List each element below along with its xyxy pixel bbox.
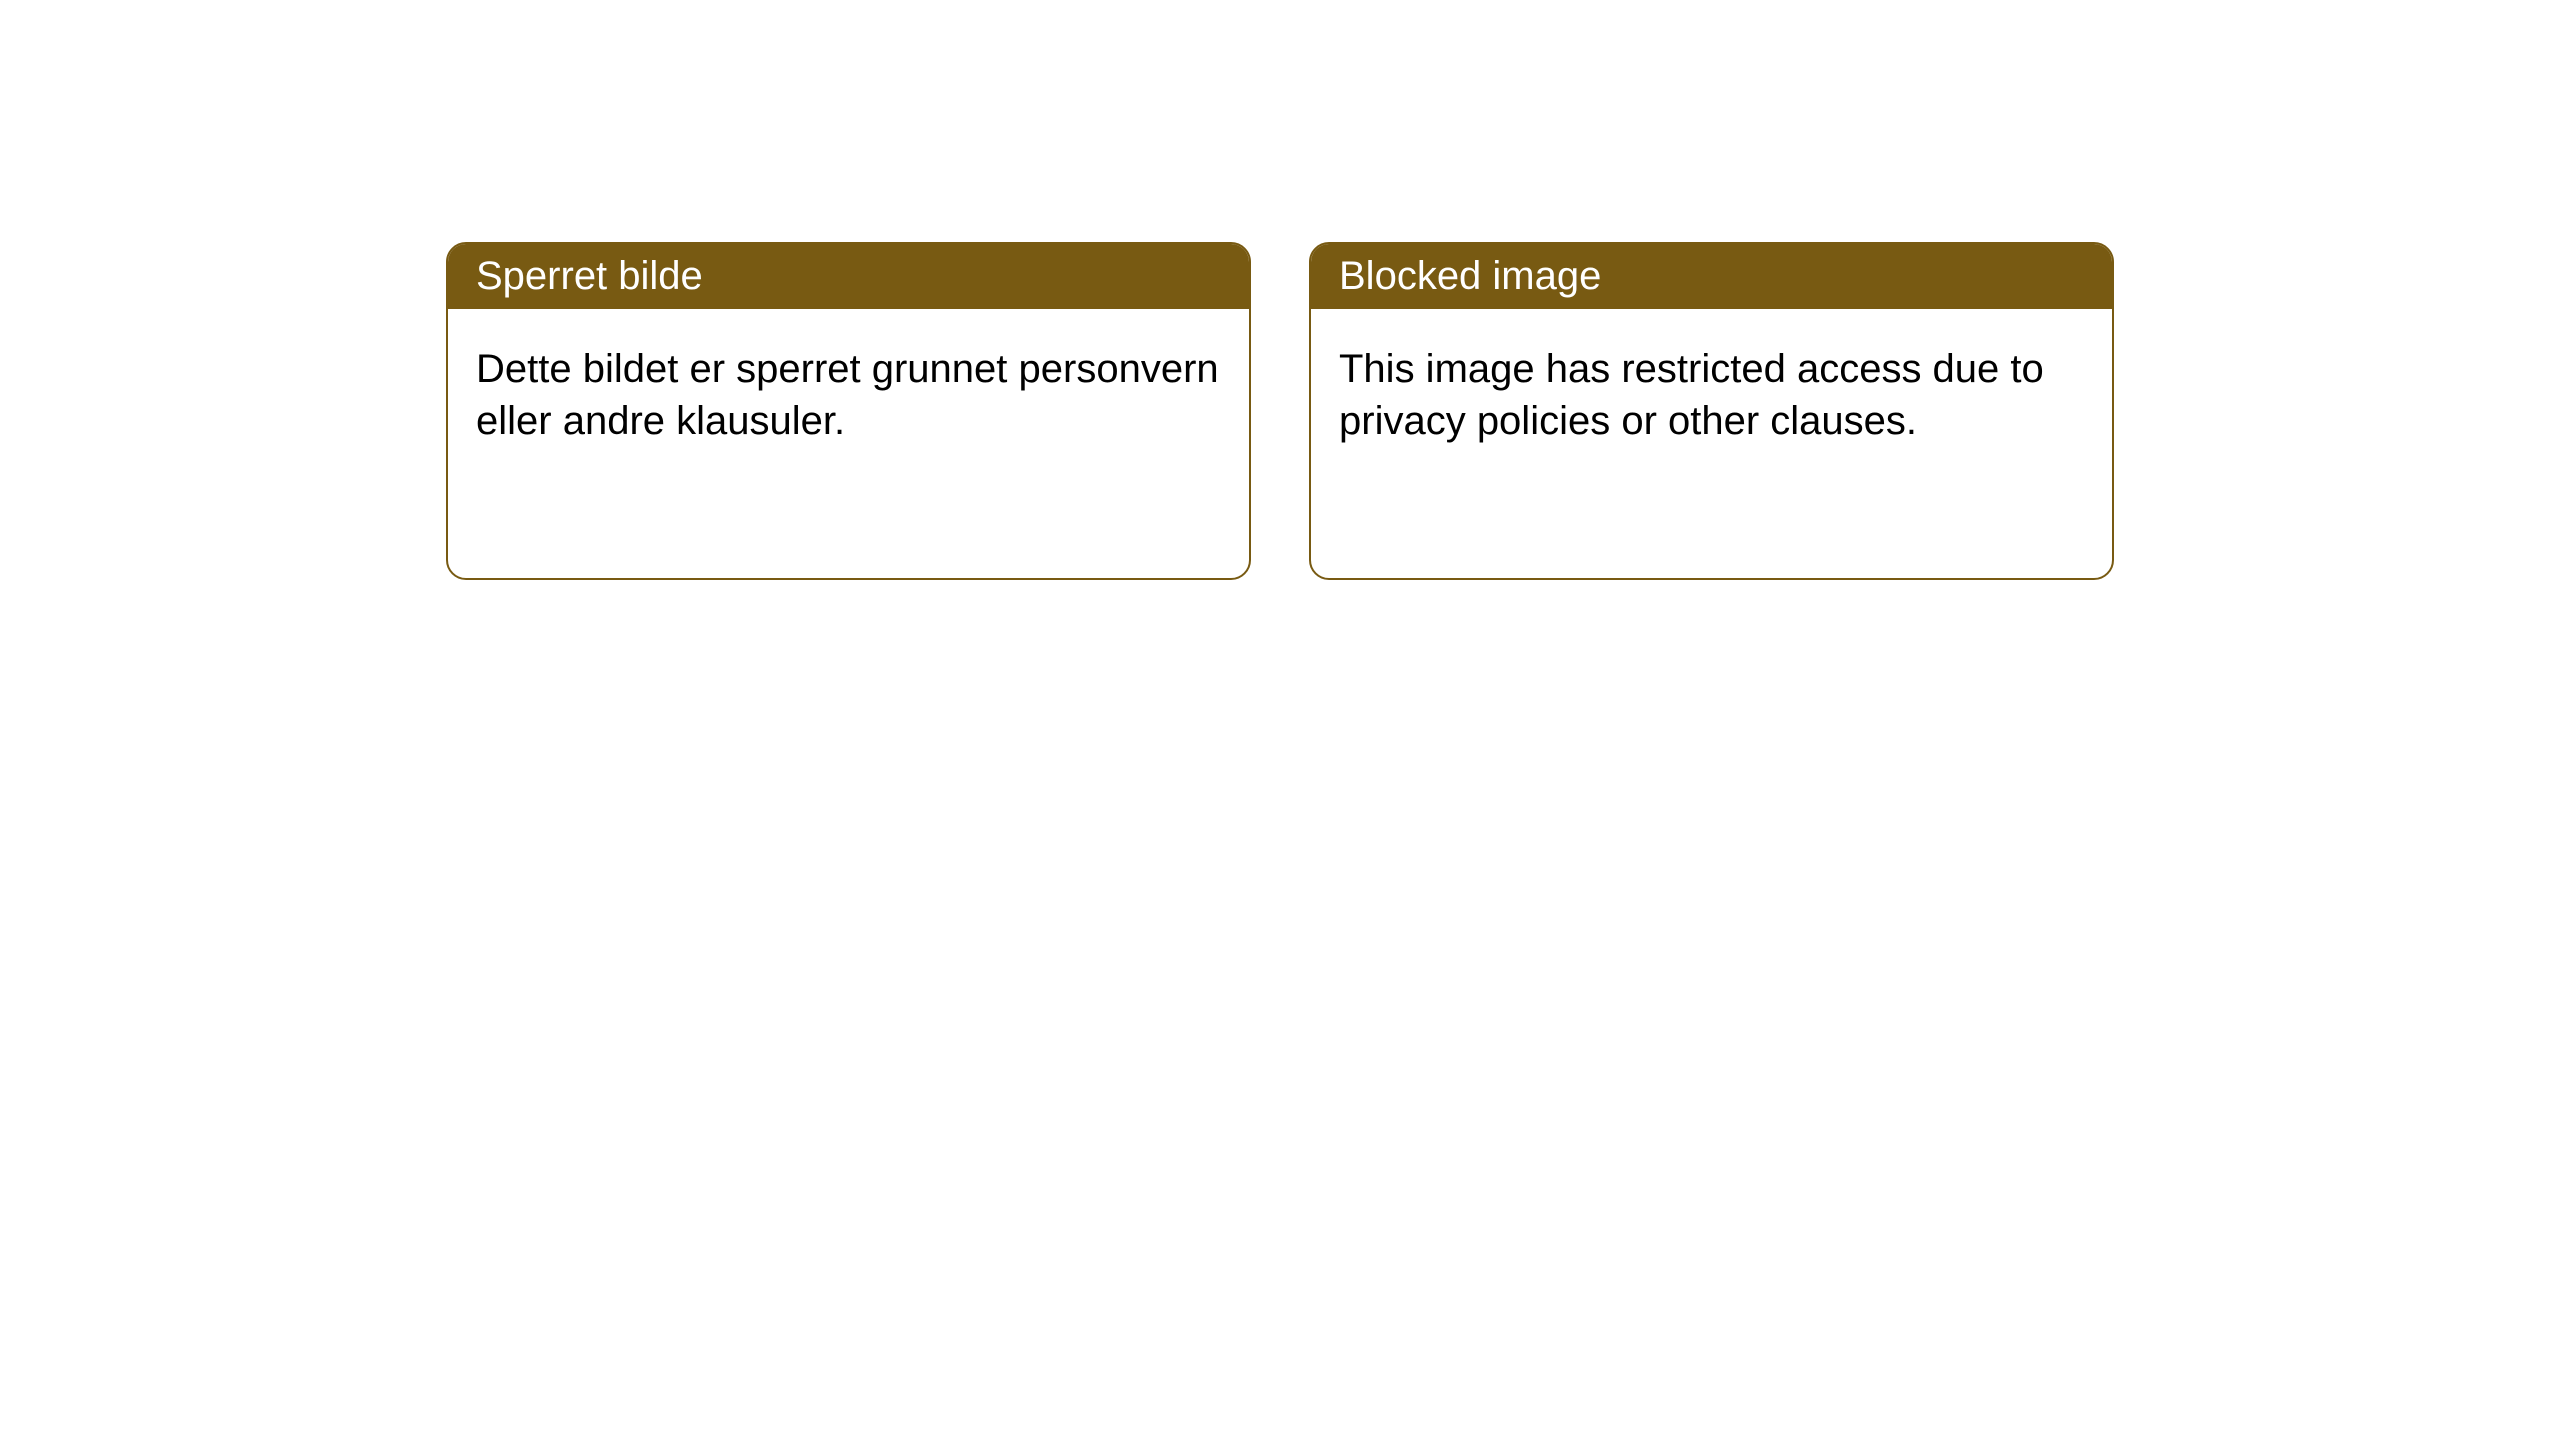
blocked-image-card-english: Blocked image This image has restricted … bbox=[1309, 242, 2114, 580]
blocked-image-card-norwegian: Sperret bilde Dette bildet er sperret gr… bbox=[446, 242, 1251, 580]
card-header-norwegian: Sperret bilde bbox=[448, 244, 1249, 309]
card-title: Sperret bilde bbox=[476, 254, 703, 298]
card-message: Dette bildet er sperret grunnet personve… bbox=[476, 347, 1219, 443]
card-header-english: Blocked image bbox=[1311, 244, 2112, 309]
card-body-norwegian: Dette bildet er sperret grunnet personve… bbox=[448, 309, 1249, 481]
card-message: This image has restricted access due to … bbox=[1339, 347, 2044, 443]
card-body-english: This image has restricted access due to … bbox=[1311, 309, 2112, 481]
notice-container: Sperret bilde Dette bildet er sperret gr… bbox=[446, 242, 2114, 580]
card-title: Blocked image bbox=[1339, 254, 1601, 298]
